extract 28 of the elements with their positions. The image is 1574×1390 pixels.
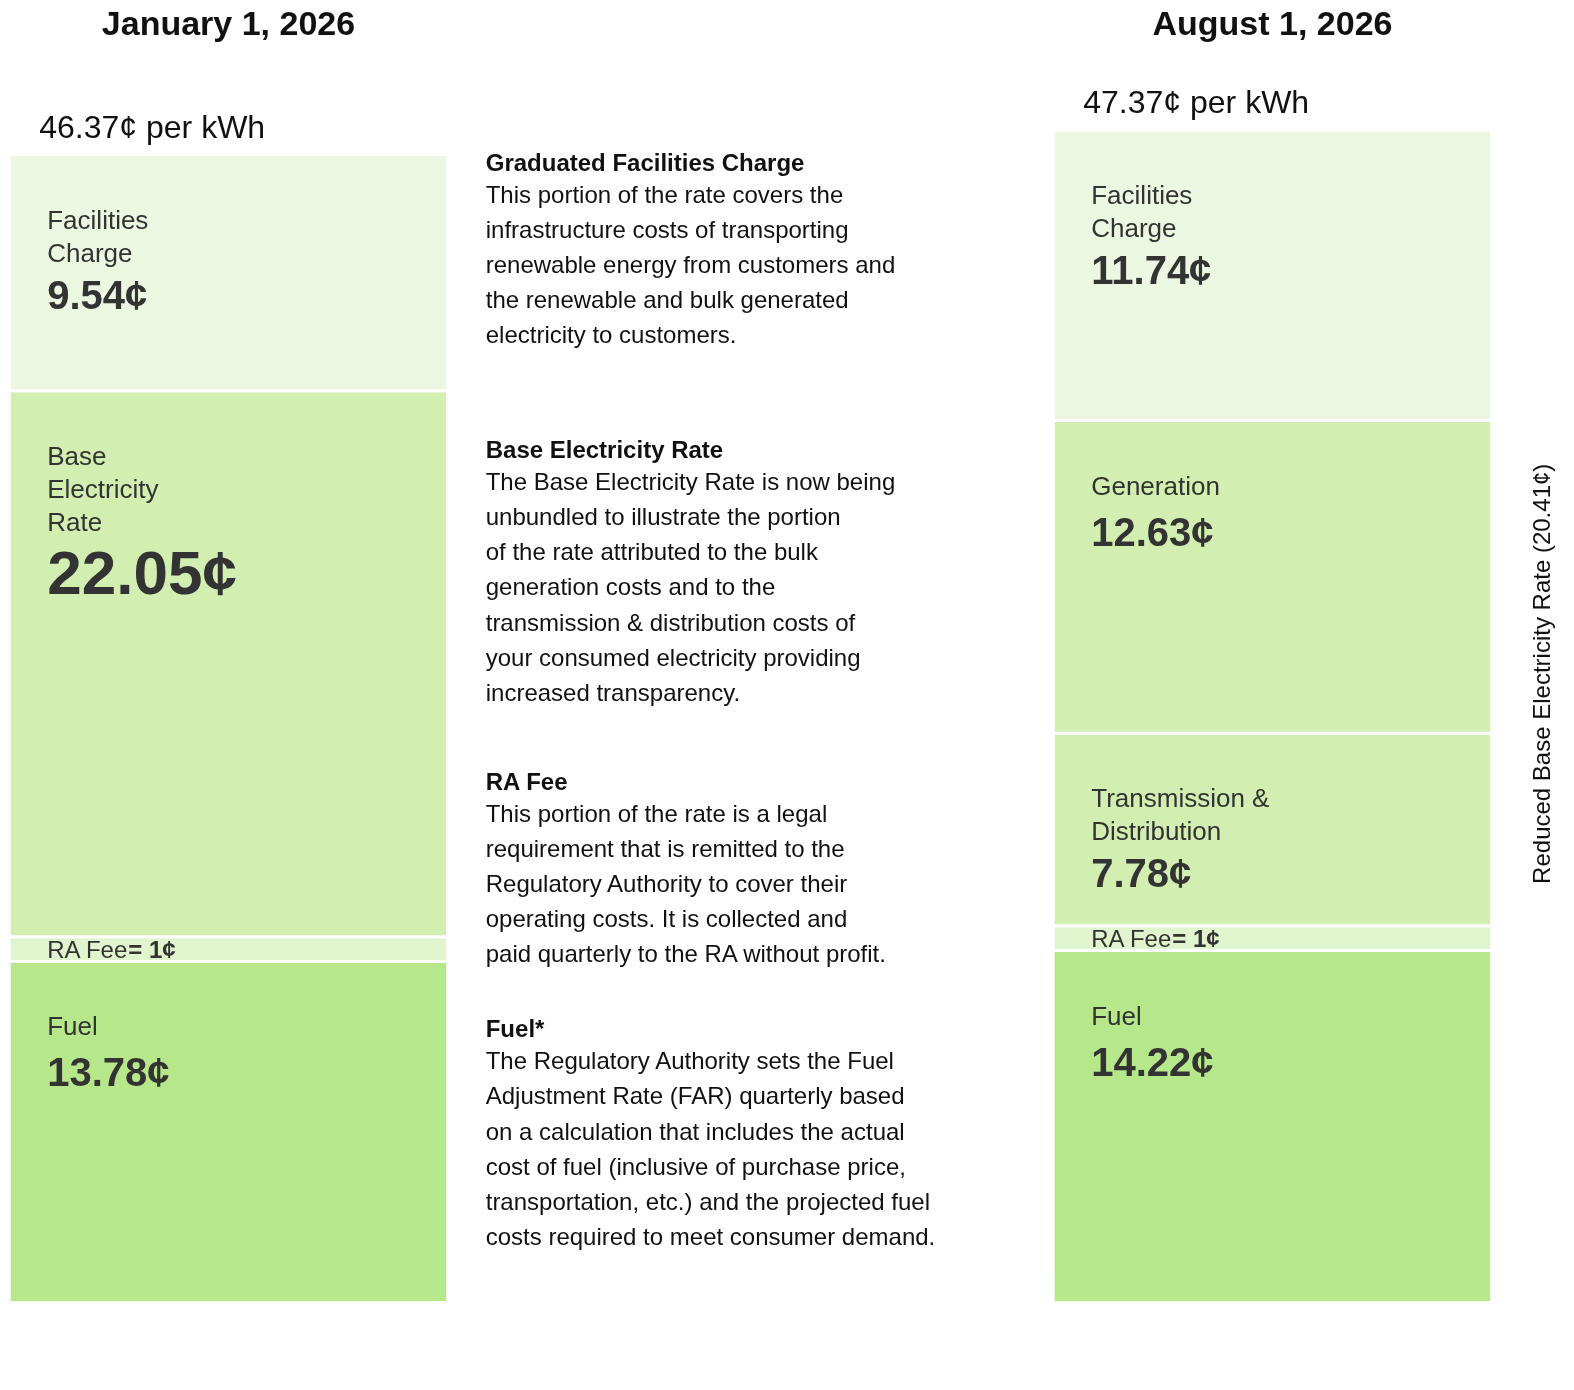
x-tick-label: August 1, 2026 <box>1152 3 1393 42</box>
data-label: 12.63¢ <box>1091 509 1214 554</box>
annotation: Graduated Facilities Charge This portion of the rate covers the infrastructure costs of transporting renewable energy from customers and the renewable and bulk generated electricity to customers. <box>485 149 896 349</box>
text: Facilities Charge <box>1091 179 1193 243</box>
annotation: Fuel* The Regulatory Authority sets the Fuel Adjustment Rate (FAR) quarterly based on a calculation that includes the actual cost of fuel (inclusive of purchase price, transportation, etc.) and the projected fuel costs required to meet consumer demand. <box>485 1015 936 1250</box>
series-label: Fuel <box>47 1011 98 1042</box>
data-label: 11.74¢ <box>1091 247 1212 292</box>
x-tick-label: January 1, 2026 <box>101 3 356 42</box>
series-label: Facilities Charge <box>47 204 149 268</box>
series-label: Base Electricity Rate <box>485 436 724 464</box>
text: Fuel <box>1091 1000 1142 1031</box>
total-label: 47.37¢ per kWh <box>1083 83 1310 120</box>
data-label: = 1¢ <box>128 935 176 963</box>
data-label: 14.22¢ <box>1091 1039 1214 1084</box>
data-label: = 1¢ <box>1172 924 1220 952</box>
data-label: 9.54¢ <box>47 272 148 317</box>
series-label: Generation <box>1091 470 1220 501</box>
annotation: RA Fee This portion of the rate is a legal requirement that is remitted to the Regulatory Authority to cover their operating costs. It is collected and paid quarterly to the RA without profit. <box>485 767 886 968</box>
annotation: Reduced Base Electricity Rate (20.41¢) <box>1528 463 1556 884</box>
series-label: Transmission & Distribution <box>1091 783 1270 847</box>
text: Base Electricity Rate <box>47 440 159 537</box>
series-label: RA Fee <box>47 935 128 963</box>
total-label: 46.37¢ per kWh <box>39 108 266 145</box>
data-label: 13.78¢ <box>47 1050 170 1095</box>
text: RA Fee <box>1091 924 1172 952</box>
text: The Base Electricity Rate is now being unbundled to illustrate the portion of the rate attributed to the bulk generation costs and to the transmission & distribution costs of your consumed electricity providing increased transparency. <box>485 468 896 706</box>
data-label: 22.05¢ <box>47 537 237 607</box>
data-label: 7.78¢ <box>1091 851 1192 896</box>
